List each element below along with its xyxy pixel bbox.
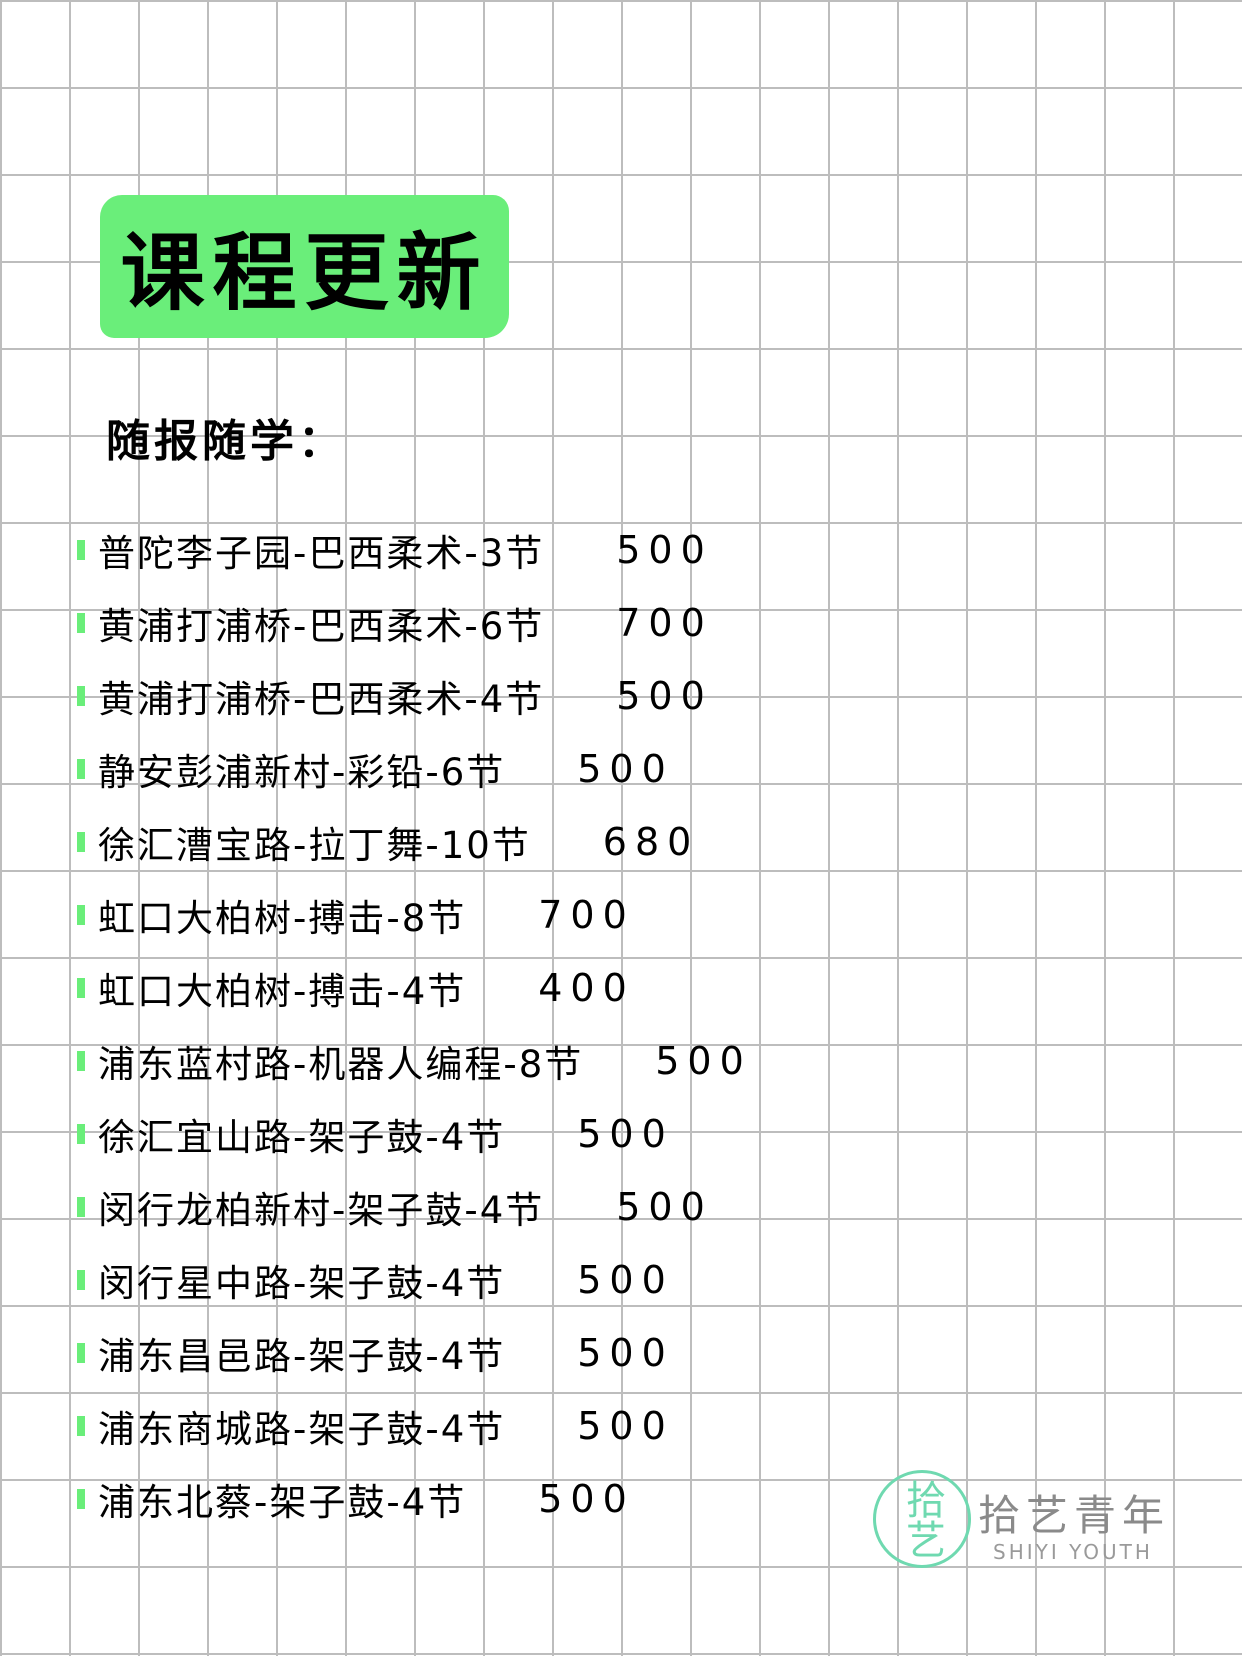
course-price: 500: [538, 1476, 635, 1521]
list-item: 徐汇漕宝路-拉丁舞-10节 680: [77, 805, 752, 878]
course-price: 500: [577, 1330, 674, 1375]
page-title: 课程更新: [120, 224, 489, 322]
bullet-marker: [77, 539, 85, 560]
course-price: 700: [538, 892, 635, 937]
course-name: 浦东商城路-架子鼓-4节: [98, 1407, 506, 1451]
bullet-marker: [77, 904, 85, 925]
bullet-marker: [77, 831, 85, 852]
course-name: 浦东蓝村路-机器人编程-8节: [98, 1042, 584, 1086]
bullet-marker: [77, 1196, 85, 1217]
bullet-marker: [77, 758, 85, 779]
course-list: 普陀李子园-巴西柔术-3节 500 黄浦打浦桥-巴西柔术-6节 700 黄浦打浦…: [77, 513, 752, 1535]
list-item: 虹口大柏树-搏击-4节 400: [77, 951, 752, 1024]
title-banner: 课程更新: [100, 195, 509, 338]
list-item: 浦东商城路-架子鼓-4节 500: [77, 1389, 752, 1462]
bullet-marker: [77, 1415, 85, 1436]
bullet-marker: [77, 1488, 85, 1509]
course-name: 徐汇宜山路-架子鼓-4节: [98, 1115, 506, 1159]
list-item: 黄浦打浦桥-巴西柔术-4节 500: [77, 659, 752, 732]
course-price: 500: [616, 1184, 713, 1229]
course-name: 虹口大柏树-搏击-4节: [98, 969, 467, 1013]
subtitle: 随报随学：: [106, 416, 346, 467]
course-price: 700: [616, 600, 713, 645]
course-name: 黄浦打浦桥-巴西柔术-6节: [98, 604, 545, 648]
bullet-marker: [77, 612, 85, 633]
course-name: 黄浦打浦桥-巴西柔术-4节: [98, 677, 545, 721]
course-price: 500: [616, 527, 713, 572]
list-item: 虹口大柏树-搏击-8节 700: [77, 878, 752, 951]
list-item: 闵行龙柏新村-架子鼓-4节 500: [77, 1170, 752, 1243]
bullet-marker: [77, 1123, 85, 1144]
course-name: 浦东昌邑路-架子鼓-4节: [98, 1334, 506, 1378]
list-item: 普陀李子园-巴西柔术-3节 500: [77, 513, 752, 586]
list-item: 浦东昌邑路-架子鼓-4节 500: [77, 1316, 752, 1389]
course-price: 400: [538, 965, 635, 1010]
course-name: 徐汇漕宝路-拉丁舞-10节: [98, 823, 531, 867]
course-name: 普陀李子园-巴西柔术-3节: [98, 531, 545, 575]
course-name: 虹口大柏树-搏击-8节: [98, 896, 467, 940]
bullet-marker: [77, 1342, 85, 1363]
course-price: 500: [577, 746, 674, 791]
course-price: 500: [655, 1038, 752, 1083]
bullet-marker: [77, 1050, 85, 1071]
course-price: 500: [616, 673, 713, 718]
list-item: 徐汇宜山路-架子鼓-4节 500: [77, 1097, 752, 1170]
course-price: 500: [577, 1257, 674, 1302]
course-price: 680: [602, 819, 700, 864]
course-name: 闵行龙柏新村-架子鼓-4节: [98, 1188, 545, 1232]
course-name: 静安彭浦新村-彩铅-6节: [98, 750, 506, 794]
course-price: 500: [577, 1111, 674, 1156]
list-item: 浦东蓝村路-机器人编程-8节 500: [77, 1024, 752, 1097]
bullet-marker: [77, 685, 85, 706]
course-price: 500: [577, 1403, 674, 1448]
logo-name-cn: 拾艺青年: [978, 1491, 1171, 1540]
bullet-marker: [77, 1269, 85, 1290]
course-name: 闵行星中路-架子鼓-4节: [98, 1261, 506, 1305]
bullet-marker: [77, 977, 85, 998]
list-item: 黄浦打浦桥-巴西柔术-6节 700: [77, 586, 752, 659]
logo-name-en: SHIYI YOUTH: [993, 1540, 1153, 1564]
list-item: 浦东北蔡-架子鼓-4节 500: [77, 1462, 752, 1535]
list-item: 静安彭浦新村-彩铅-6节 500: [77, 732, 752, 805]
list-item: 闵行星中路-架子鼓-4节 500: [77, 1243, 752, 1316]
course-name: 浦东北蔡-架子鼓-4节: [98, 1480, 467, 1524]
logo-mark: 拾艺: [873, 1470, 971, 1568]
